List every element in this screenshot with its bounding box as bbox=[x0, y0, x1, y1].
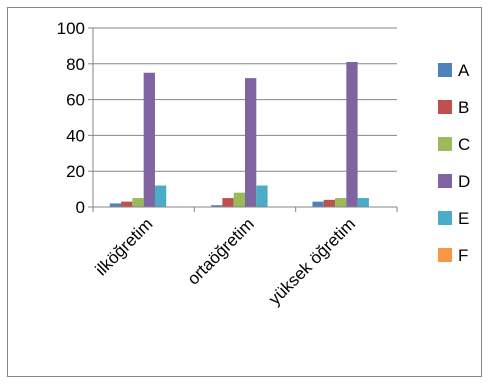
bars bbox=[109, 62, 369, 208]
bar-b bbox=[323, 199, 336, 207]
x-tick-labels: ilköğretim ortaöğretim yüksek öğretim bbox=[92, 214, 360, 308]
bar-c bbox=[233, 192, 245, 207]
legend-swatch-c bbox=[438, 137, 452, 151]
legend-swatch-d bbox=[438, 174, 452, 188]
chart-frame bbox=[7, 7, 482, 377]
bar-e bbox=[256, 185, 268, 207]
bar-d bbox=[346, 62, 358, 208]
bar-c bbox=[335, 198, 347, 207]
y-tick-label: 80 bbox=[66, 55, 85, 74]
x-tick-label: yüksek öğretim bbox=[265, 214, 359, 308]
legend-label: D bbox=[458, 172, 470, 191]
legend-label: C bbox=[458, 135, 470, 154]
bar-d bbox=[245, 78, 257, 208]
bar-c bbox=[132, 198, 144, 207]
x-tick-label: ortaöğretim bbox=[184, 214, 258, 288]
axes bbox=[92, 28, 398, 212]
legend-label: B bbox=[458, 98, 469, 117]
bar-a bbox=[312, 201, 324, 207]
bar-e bbox=[154, 185, 167, 207]
legend-label: F bbox=[458, 246, 468, 265]
bar-a bbox=[109, 203, 122, 207]
bar-e bbox=[357, 198, 369, 207]
bar-a bbox=[211, 205, 223, 207]
bar-b bbox=[222, 198, 234, 207]
legend-label: E bbox=[458, 209, 469, 228]
bar-b bbox=[121, 201, 133, 207]
y-tick-label: 20 bbox=[66, 162, 85, 181]
legend-label: A bbox=[458, 61, 470, 80]
y-tick-label: 60 bbox=[66, 91, 85, 110]
legend-swatch-a bbox=[438, 63, 452, 77]
y-tick-labels: 0 20 40 60 80 100 bbox=[57, 19, 85, 217]
legend-swatch-f bbox=[438, 248, 452, 262]
y-tick-label: 100 bbox=[57, 19, 85, 38]
legend-swatch-e bbox=[438, 211, 452, 225]
bar-d bbox=[143, 72, 155, 207]
x-tick-label: ilköğretim bbox=[92, 214, 157, 279]
y-tick-label: 0 bbox=[76, 198, 85, 217]
y-tick-label: 40 bbox=[66, 126, 85, 145]
legend-swatch-b bbox=[438, 100, 452, 114]
